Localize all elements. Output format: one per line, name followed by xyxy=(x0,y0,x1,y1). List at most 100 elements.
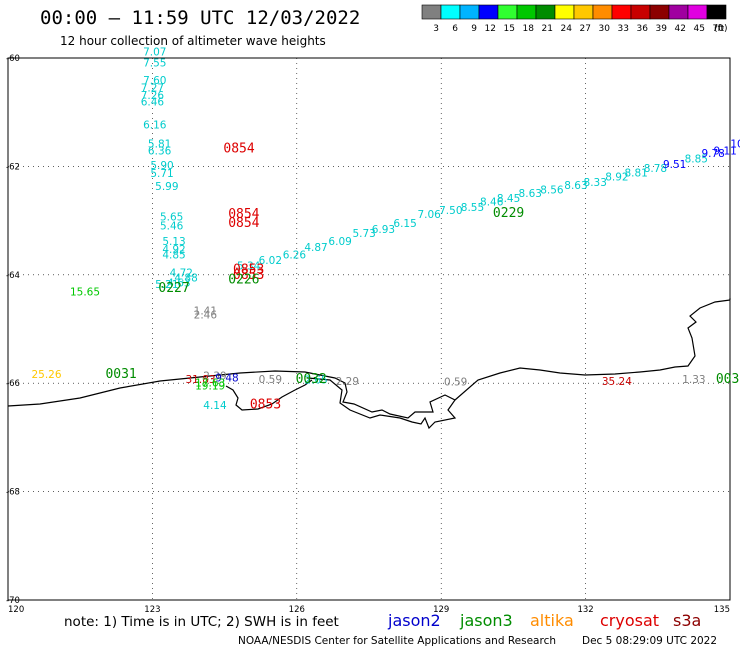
swh-value-label: 6.46 xyxy=(141,97,165,109)
legend-swatch-label: 27 xyxy=(580,24,591,34)
footer-credit: NOAA/NESDIS Center for Satellite Applica… xyxy=(238,635,556,647)
legend-swatch-label: 30 xyxy=(599,24,611,34)
swh-value-label: 9.51 xyxy=(663,159,686,171)
lat-tick-label: -70 xyxy=(6,596,20,606)
pass-time-label: 0854 xyxy=(223,141,254,156)
legend-swatch xyxy=(478,4,499,20)
pass-time-label: 0227 xyxy=(158,281,189,296)
swh-value-label: 35.24 xyxy=(602,376,632,388)
legend-swatch-label: 24 xyxy=(561,24,573,34)
swh-value-label: 6.93 xyxy=(372,224,395,236)
satellite-name: jason2 xyxy=(387,611,441,630)
swh-value-label: 8.63 xyxy=(519,188,542,200)
legend-swatch-label: 42 xyxy=(675,24,686,34)
swh-value-label: 5.99 xyxy=(155,181,178,193)
swh-value-label: 8.46 xyxy=(480,196,504,208)
swh-value-label: 7.06 xyxy=(417,209,441,221)
swh-value-label: 8.78 xyxy=(644,163,667,175)
swh-value-label: 19.19 xyxy=(195,381,225,393)
pass-time-label: 0229 xyxy=(493,206,524,221)
legend-swatch xyxy=(459,4,480,20)
lon-tick-label: 132 xyxy=(577,605,593,615)
lat-tick-label: -62 xyxy=(6,162,20,172)
footer-timestamp: Dec 5 08:29:09 UTC 2022 xyxy=(582,635,717,647)
page-title: 00:00 – 11:59 UTC 12/03/2022 xyxy=(40,7,360,29)
swh-value-label: 6.15 xyxy=(393,218,416,230)
lon-tick-label: 126 xyxy=(289,605,305,615)
swh-value-label: 4.85 xyxy=(162,250,185,262)
legend-swatch-label: 12 xyxy=(485,24,496,34)
swh-value-label: 2.39 xyxy=(203,370,226,382)
pass-time-label: 0031 xyxy=(105,367,136,382)
legend-swatch xyxy=(668,4,689,20)
pass-time-label: 0854 xyxy=(228,216,259,231)
swh-color-legend: 3 6 9 12 15 18 21 24 27 30 33 36 39 42 45 70 xyxy=(421,4,727,34)
swh-value-label: 5.90 xyxy=(150,160,173,172)
legend-swatch-label: 45 xyxy=(694,24,705,34)
swh-value-label: 5.34 xyxy=(237,260,261,272)
swh-value-label: 2.29 xyxy=(336,376,359,388)
antarctic-coastline xyxy=(7,298,731,430)
lat-tick-label: -60 xyxy=(6,54,20,64)
legend-swatch-label: 21 xyxy=(542,24,553,34)
swh-value-label: 6.09 xyxy=(328,236,351,248)
lat-tick-label: -68 xyxy=(6,488,20,498)
swh-value-label: 5.65 xyxy=(160,212,183,224)
satellite-name: altika xyxy=(530,611,574,630)
pass-time-label: 0853 xyxy=(233,268,264,283)
swh-value-label: 8.85 xyxy=(685,154,708,166)
legend-swatch-label: 18 xyxy=(523,24,535,34)
swh-value-label: 4.72 xyxy=(170,267,193,279)
lat-tick-label: -64 xyxy=(6,271,20,281)
swh-value-label: 6.26 xyxy=(283,250,307,262)
satellite-name: cryosat xyxy=(600,611,659,630)
swh-value-label: 4.87 xyxy=(304,242,327,254)
longitude-labels: 120 123 126 129 132 135 xyxy=(8,605,730,615)
pass-time-label: 0032 xyxy=(296,372,327,387)
legend-swatch xyxy=(573,4,594,20)
swh-value-label: 8.56 xyxy=(540,185,564,197)
swh-value-label: 7.60 xyxy=(143,75,166,87)
legend-swatch xyxy=(611,4,632,20)
legend-swatch xyxy=(592,4,613,20)
satellite-legend: jason2 jason3 altika cryosat s3a xyxy=(387,611,701,630)
swh-value-label: 4.88 xyxy=(174,272,197,284)
satellite-name: jason3 xyxy=(459,611,513,630)
pass-time-label: 003 xyxy=(716,372,739,387)
pass-time-label: 0853 xyxy=(233,263,264,278)
legend-swatch xyxy=(649,4,670,20)
swh-value-label: 17.63 xyxy=(195,377,225,389)
swh-value-label: 4.63 xyxy=(167,278,190,290)
swh-value-label: 5.71 xyxy=(150,168,173,180)
footer-note: note: 1) Time is in UTC; 2) SWH is in fe… xyxy=(64,614,339,630)
swh-values: 7.077.55 7.607.277.266.46 6.16 5.816.36 5.90… xyxy=(31,46,740,412)
lon-tick-label: 135 xyxy=(714,605,730,615)
lon-tick-label: 120 xyxy=(8,605,24,615)
swh-value-label: 31.83 xyxy=(186,374,216,386)
legend-swatch-label: 39 xyxy=(656,24,668,34)
swh-value-label: 8.81 xyxy=(624,168,647,180)
pass-time-label: 0854 xyxy=(228,207,259,222)
page-subtitle: 12 hour collection of altimeter wave hei… xyxy=(60,34,326,48)
swh-value-label: 7.55 xyxy=(143,58,166,70)
swh-value-label: 4.14 xyxy=(203,400,227,412)
legend-swatch-label: 3 xyxy=(433,24,439,34)
swh-value-label: 5.13 xyxy=(162,236,185,248)
legend-swatch xyxy=(554,4,575,20)
legend-swatch-label: 70 xyxy=(713,24,725,34)
swh-value-label: 7.07 xyxy=(143,46,166,58)
swh-value-label: 1.33 xyxy=(682,374,705,386)
legend-swatch xyxy=(497,4,518,20)
swh-value-label: 5.73 xyxy=(352,228,375,240)
legend-swatch xyxy=(421,4,442,20)
pass-time-label: 0853 xyxy=(250,398,281,413)
legend-swatch-label: 36 xyxy=(637,24,649,34)
swh-value-label: 5.46 xyxy=(160,220,184,232)
swh-value-label: 4.92 xyxy=(162,244,185,256)
legend-swatch-label: 15 xyxy=(504,24,515,34)
swh-value-label: 5.81 xyxy=(148,138,171,150)
map-frame xyxy=(7,57,731,601)
legend-unit: (ft) xyxy=(714,24,728,34)
